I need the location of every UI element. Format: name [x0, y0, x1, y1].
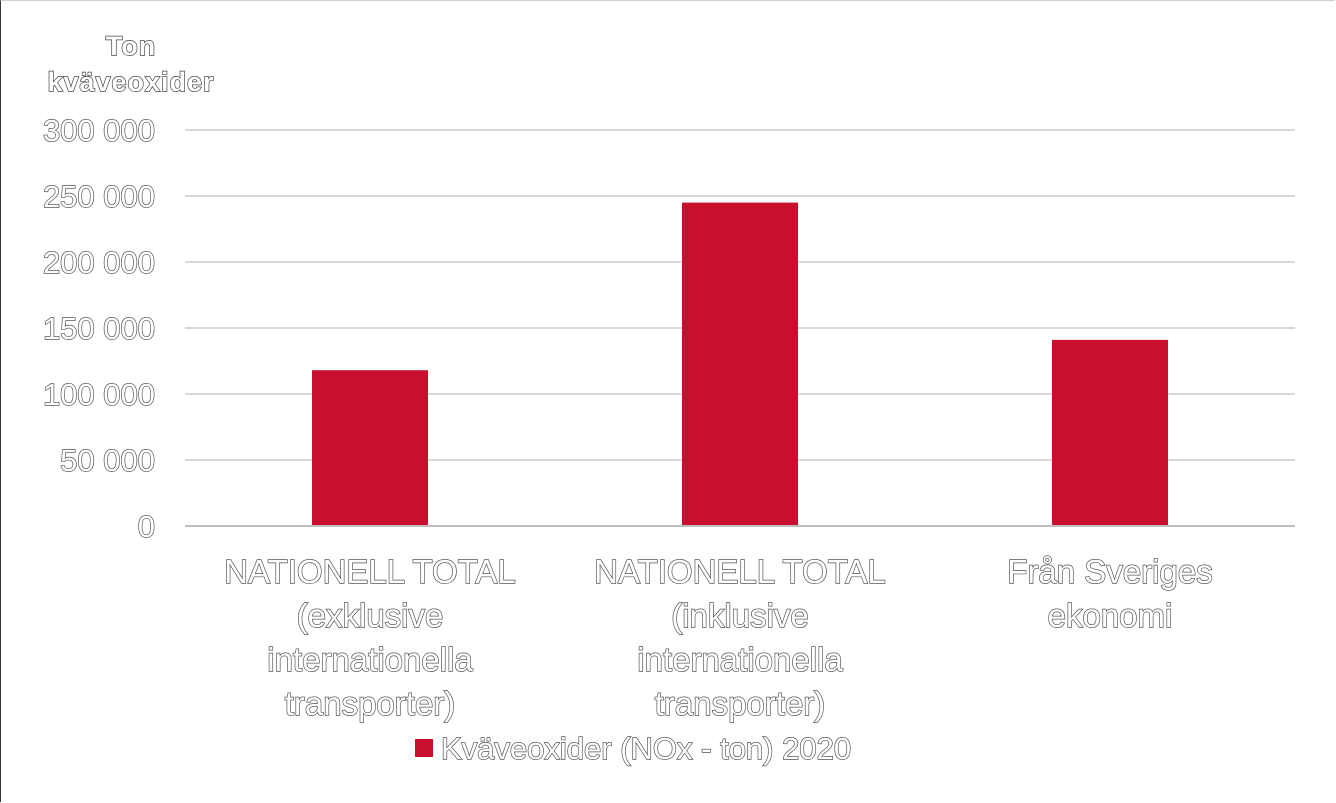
y-tick-label: 0	[138, 509, 155, 544]
category-label: NATIONELL TOTAL	[594, 553, 886, 590]
category-label: ekonomi	[1048, 597, 1173, 634]
bar	[682, 202, 798, 526]
y-axis-title-line: kväveoxider	[47, 67, 214, 97]
y-tick-label: 50 000	[60, 443, 155, 478]
bars	[312, 202, 1168, 526]
y-tick-label: 200 000	[43, 245, 155, 280]
bar	[1052, 339, 1168, 526]
category-label: transporter)	[655, 685, 826, 722]
y-axis-title-line: Ton	[106, 31, 156, 61]
y-tick-label: 100 000	[43, 377, 155, 412]
category-label: (exklusive	[297, 597, 444, 634]
category-label: transporter)	[285, 685, 456, 722]
legend-label: Kväveoxider (NOx - ton) 2020	[441, 731, 851, 766]
legend: Kväveoxider (NOx - ton) 2020	[415, 730, 852, 767]
bar	[312, 370, 428, 526]
legend-swatch	[415, 739, 433, 757]
category-labels: NATIONELL TOTAL (exklusive internationella…	[224, 552, 1214, 722]
y-tick-label: 300 000	[43, 113, 155, 148]
y-tick-label: 150 000	[43, 311, 155, 346]
category-label: internationella	[267, 641, 473, 678]
y-axis-title: Ton kväveoxider	[47, 30, 215, 97]
category-label: Från Sveriges	[1007, 553, 1212, 590]
category-label: internationella	[637, 641, 843, 678]
y-tick-label: 250 000	[43, 179, 155, 214]
category-label: (inklusive	[671, 597, 809, 634]
category-label: NATIONELL TOTAL	[224, 553, 516, 590]
y-tick-labels: 0 50 000 100 000 150 000 200 000 250 000 300 0…	[42, 112, 155, 544]
